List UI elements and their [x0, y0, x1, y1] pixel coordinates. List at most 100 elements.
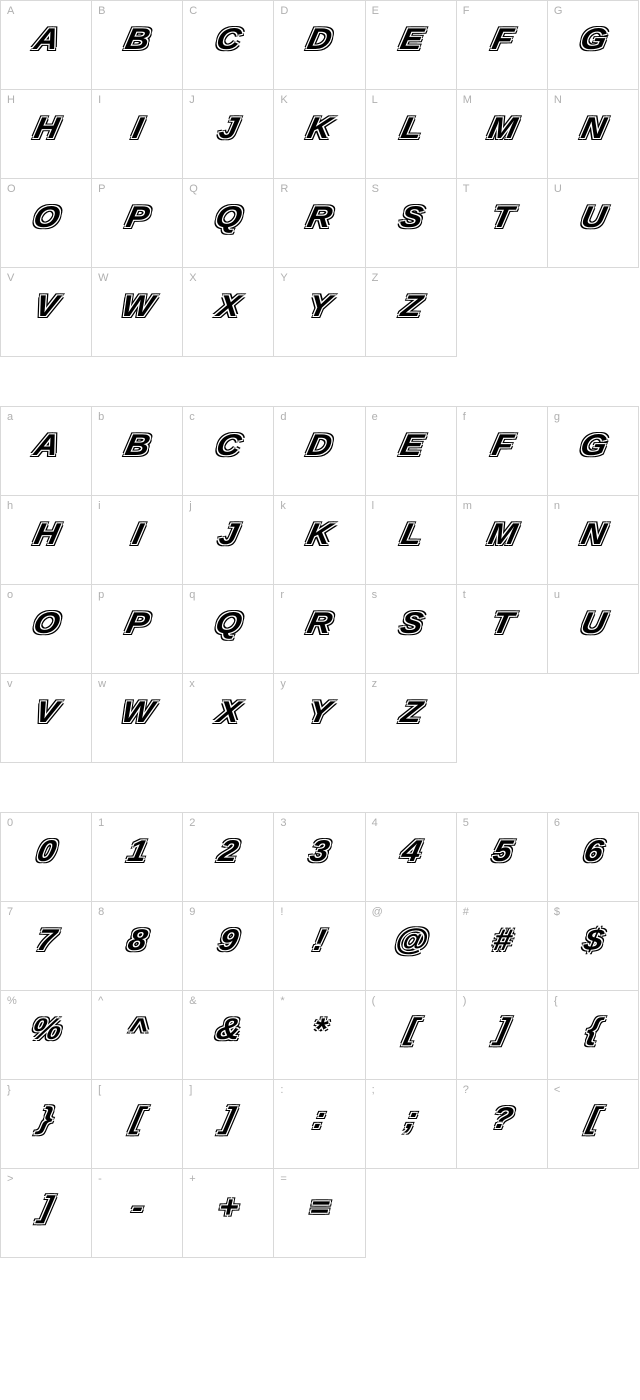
- glyph-cell: fF: [456, 406, 548, 496]
- cell-glyph: 4: [357, 835, 463, 869]
- cell-key-label: m: [463, 500, 472, 512]
- cell-key-label: ]: [189, 1084, 192, 1096]
- cell-glyph: {: [540, 1013, 640, 1047]
- glyph-cell: LL: [365, 89, 457, 179]
- glyph-cell: 44: [365, 812, 457, 902]
- cell-glyph: B: [84, 429, 190, 463]
- cell-glyph: X: [175, 696, 281, 730]
- cell-glyph: J: [175, 518, 281, 552]
- glyph-cell: 55: [456, 812, 548, 902]
- cell-key-label: c: [189, 411, 195, 423]
- cell-key-label: #: [463, 906, 469, 918]
- cell-key-label: u: [554, 589, 560, 601]
- cell-key-label: q: [189, 589, 195, 601]
- cell-glyph: W: [84, 696, 190, 730]
- glyph-cell: >]: [0, 1168, 92, 1258]
- glyph-cell: zZ: [365, 673, 457, 763]
- glyph-cell: ]]: [182, 1079, 274, 1169]
- cell-key-label: *: [280, 995, 284, 1007]
- glyph-cell: &&: [182, 990, 274, 1080]
- cell-glyph: L: [357, 112, 463, 146]
- cell-key-label: z: [372, 678, 378, 690]
- cell-key-label: O: [7, 183, 16, 195]
- glyph-cell: WW: [91, 267, 183, 357]
- glyph-cell: wW: [91, 673, 183, 763]
- glyph-cell: hH: [0, 495, 92, 585]
- cell-key-label: 1: [98, 817, 104, 829]
- glyph-cell: FF: [456, 0, 548, 90]
- glyph-cell: %%: [0, 990, 92, 1080]
- glyph-cell: AA: [0, 0, 92, 90]
- glyph-cell: bB: [91, 406, 183, 496]
- cell-key-label: h: [7, 500, 13, 512]
- cell-glyph: I: [84, 112, 190, 146]
- glyph-cell: gG: [547, 406, 639, 496]
- cell-glyph: D: [266, 429, 372, 463]
- cell-key-label: -: [98, 1173, 102, 1185]
- cell-glyph: +: [175, 1191, 281, 1225]
- cell-key-label: T: [463, 183, 470, 195]
- glyph-cell: dD: [273, 406, 365, 496]
- glyph-cell: TT: [456, 178, 548, 268]
- glyph-cell: XX: [182, 267, 274, 357]
- glyph-cell: xX: [182, 673, 274, 763]
- empty-cell: [365, 1168, 457, 1258]
- cell-key-label: R: [280, 183, 288, 195]
- cell-glyph: K: [266, 112, 372, 146]
- glyph-cell: qQ: [182, 584, 274, 674]
- cell-glyph: S: [357, 607, 463, 641]
- cell-key-label: {: [554, 995, 558, 1007]
- cell-key-label: D: [280, 5, 288, 17]
- glyph-cell: RR: [273, 178, 365, 268]
- glyph-cell: ++: [182, 1168, 274, 1258]
- cell-glyph: G: [540, 23, 640, 57]
- cell-glyph: E: [357, 23, 463, 57]
- cell-glyph: R: [266, 607, 372, 641]
- cell-key-label: s: [372, 589, 378, 601]
- cell-glyph: -: [84, 1191, 190, 1225]
- glyph-cell: GG: [547, 0, 639, 90]
- cell-key-label: 5: [463, 817, 469, 829]
- cell-key-label: X: [189, 272, 196, 284]
- cell-key-label: f: [463, 411, 466, 423]
- glyph-cell: UU: [547, 178, 639, 268]
- cell-glyph: 6: [540, 835, 640, 869]
- cell-key-label: v: [7, 678, 13, 690]
- cell-glyph: X: [175, 290, 281, 324]
- cell-key-label: C: [189, 5, 197, 17]
- glyph-cell: kK: [273, 495, 365, 585]
- cell-glyph: N: [540, 518, 640, 552]
- glyph-cell: uU: [547, 584, 639, 674]
- cell-key-label: t: [463, 589, 466, 601]
- cell-glyph: C: [175, 429, 281, 463]
- cell-key-label: 0: [7, 817, 13, 829]
- glyph-cell: aA: [0, 406, 92, 496]
- cell-glyph: R: [266, 201, 372, 235]
- glyph-cell: 22: [182, 812, 274, 902]
- glyph-cell: ;;: [365, 1079, 457, 1169]
- cell-glyph: F: [449, 23, 555, 57]
- glyph-cell: II: [91, 89, 183, 179]
- cell-key-label: @: [372, 906, 383, 918]
- cell-key-label: J: [189, 94, 195, 106]
- cell-glyph: ^: [84, 1013, 190, 1047]
- cell-key-label: 8: [98, 906, 104, 918]
- cell-glyph: @: [357, 924, 463, 958]
- cell-glyph: 5: [449, 835, 555, 869]
- cell-key-label: !: [280, 906, 283, 918]
- cell-glyph: T: [449, 201, 555, 235]
- glyph-cell: ??: [456, 1079, 548, 1169]
- cell-key-label: k: [280, 500, 286, 512]
- cell-glyph: =: [266, 1191, 372, 1225]
- cell-glyph: 2: [175, 835, 281, 869]
- cell-glyph: Z: [357, 290, 463, 324]
- cell-key-label: ): [463, 995, 467, 1007]
- glyph-cell: eE: [365, 406, 457, 496]
- cell-key-label: Y: [280, 272, 287, 284]
- cell-key-label: ^: [98, 995, 103, 1007]
- glyph-cell: ([: [365, 990, 457, 1080]
- cell-glyph: L: [357, 518, 463, 552]
- glyph-cell: 00: [0, 812, 92, 902]
- cell-glyph: 9: [175, 924, 281, 958]
- glyph-cell: rR: [273, 584, 365, 674]
